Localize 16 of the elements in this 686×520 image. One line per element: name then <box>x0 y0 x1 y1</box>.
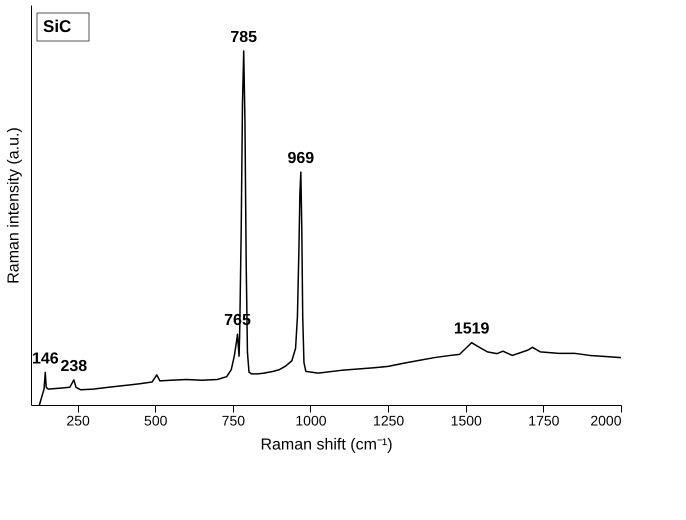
x-tick-label: 2000 <box>590 412 622 428</box>
x-tick-label: 1750 <box>528 412 560 428</box>
annotation: 238 <box>60 358 88 375</box>
annotation: 969 <box>287 150 314 168</box>
x-tick-label: 1500 <box>450 412 482 428</box>
x-tick-label: 1000 <box>295 412 327 428</box>
y-axis-title: Raman intensity (a.u.) <box>6 127 22 284</box>
x-tick-label: 750 <box>222 412 246 428</box>
x-tick-label: 1250 <box>373 412 404 428</box>
text: SiC <box>43 17 72 36</box>
annotation: 146 <box>32 350 59 368</box>
x-tick-label: 250 <box>66 412 90 428</box>
x-axis-title: Raman shift (cm⁻¹) <box>260 436 393 454</box>
annotation: 785 <box>230 29 258 46</box>
annotation: 1519 <box>454 320 490 338</box>
x-tick-label: 500 <box>144 412 168 428</box>
